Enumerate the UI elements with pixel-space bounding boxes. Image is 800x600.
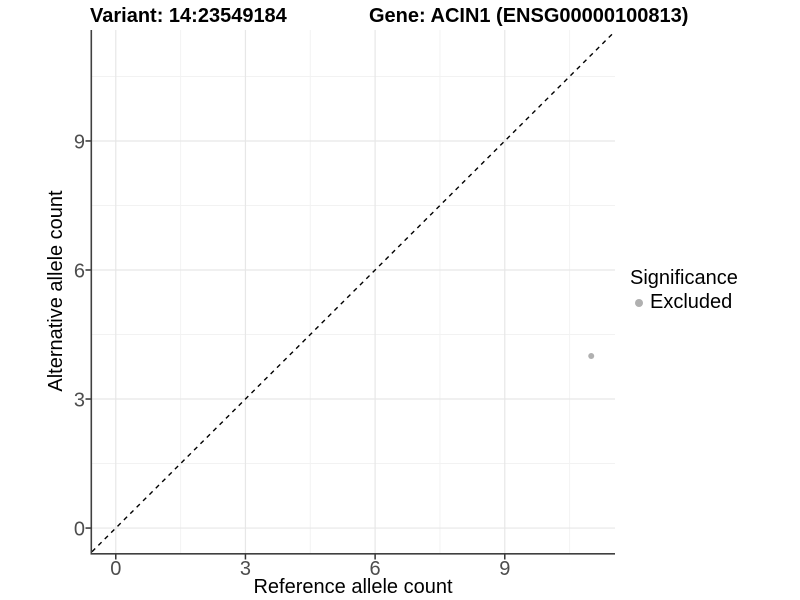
x-tick-label: 3 (240, 558, 251, 580)
x-tick-label: 6 (370, 558, 381, 580)
y-tick-label: 0 (74, 518, 85, 540)
x-tick-label: 0 (110, 558, 121, 580)
y-tick-label: 9 (74, 131, 85, 153)
legend: Significance Excluded (630, 266, 738, 314)
legend-entry-label: Excluded (650, 291, 733, 313)
y-tick-label: 6 (74, 260, 85, 282)
identity-reference-line (91, 30, 616, 553)
y-tick-label: 3 (74, 389, 85, 411)
legend-title: Significance (630, 267, 738, 289)
x-axis-title: Reference allele count (253, 576, 453, 598)
y-axis-title: Alternative allele count (45, 190, 67, 392)
gene-title: Gene: ACIN1 (ENSG00000100813) (369, 5, 689, 27)
x-tick-label: 9 (499, 558, 510, 580)
legend-entry-excluded: Excluded (630, 291, 738, 314)
variant-title: Variant: 14:23549184 (90, 5, 287, 27)
data-point (588, 353, 595, 360)
excluded-point-icon (635, 298, 643, 307)
